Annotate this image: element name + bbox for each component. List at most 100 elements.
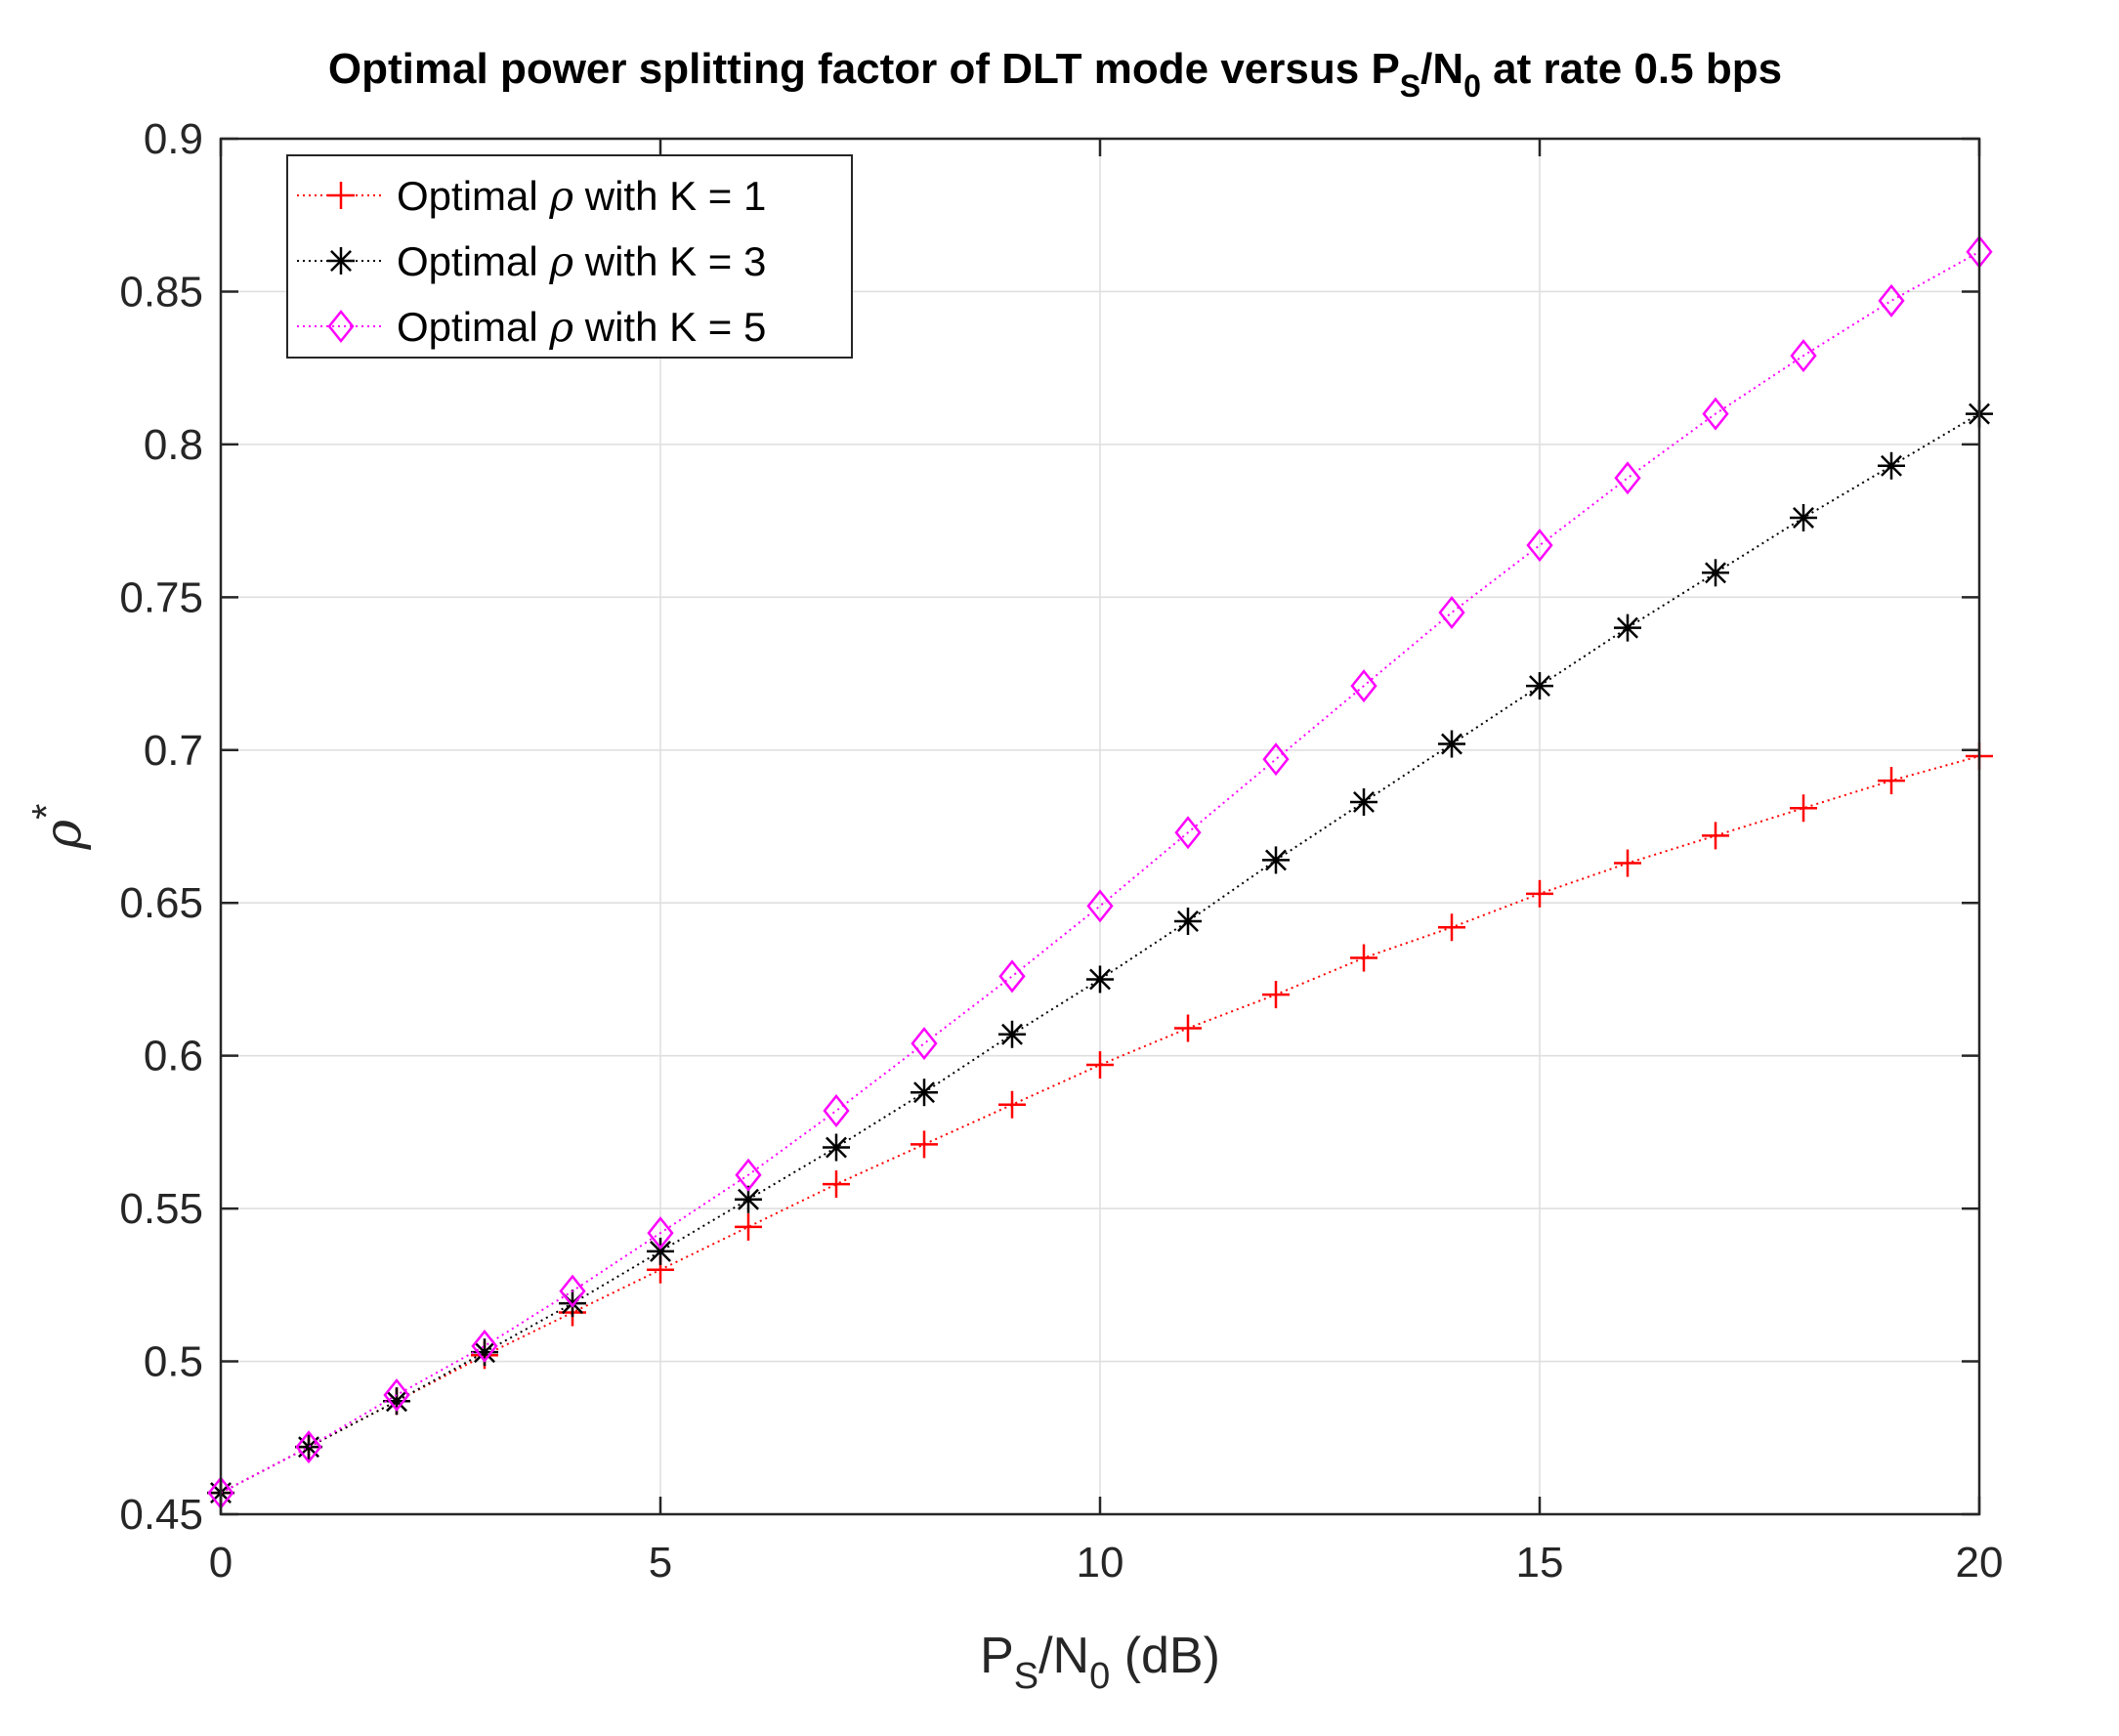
- xlabel-sub1: S: [1014, 1656, 1038, 1697]
- xlabel-suffix: (dB): [1110, 1628, 1220, 1684]
- x-tick-label: 15: [1516, 1539, 1564, 1587]
- data-point: [823, 1133, 850, 1162]
- y-tick-label: 0.85: [119, 268, 203, 316]
- data-point: [383, 1377, 410, 1412]
- legend-label: Optimal ρ with K = 5: [397, 303, 766, 351]
- title-sub1: S: [1400, 68, 1420, 104]
- y-tick-label: 0.45: [119, 1491, 203, 1539]
- axis-ticks: [219, 137, 1981, 1516]
- ylabel-symbol: ρ: [34, 819, 93, 850]
- x-tick-labels: 0 5 10 15 20: [209, 1539, 2004, 1587]
- xlabel-main: P: [980, 1628, 1014, 1684]
- data-point: [1614, 614, 1641, 642]
- data-point: [471, 1329, 498, 1363]
- series-layer: [207, 234, 1993, 1510]
- x-tick-label: 10: [1077, 1539, 1124, 1587]
- legend-label: Optimal ρ with K = 1: [397, 172, 766, 220]
- legend-suffix: with K = 1: [573, 173, 766, 219]
- x-tick-label: 20: [1956, 1539, 2004, 1587]
- data-point: [1438, 730, 1465, 758]
- data-point: [1526, 879, 1553, 908]
- chart-title: Optimal power splitting factor of DLT mo…: [328, 45, 1782, 104]
- data-point: [1086, 889, 1114, 923]
- y-tick-label: 0.75: [119, 573, 203, 621]
- series-line: [220, 755, 1980, 1494]
- title-suffix: at rate 0.5 bps: [1481, 45, 1782, 93]
- data-point: [911, 1079, 938, 1107]
- data-point: [1614, 461, 1641, 495]
- data-point: [998, 959, 1026, 994]
- data-point: [735, 1212, 762, 1241]
- legend-symbol: ρ: [548, 303, 573, 351]
- data-point: [1614, 849, 1641, 877]
- y-tick-label: 0.65: [119, 879, 203, 927]
- data-point: [295, 1433, 322, 1461]
- data-point: [1174, 907, 1202, 935]
- legend-prefix: Optimal: [397, 304, 549, 350]
- data-point: [1702, 822, 1729, 850]
- data-point: [1790, 339, 1817, 373]
- data-point: [1878, 283, 1905, 318]
- data-point: [1086, 1051, 1114, 1080]
- y-tick-label: 0.55: [119, 1185, 203, 1233]
- xlabel-sub2: 0: [1089, 1656, 1110, 1697]
- series-k5: [207, 234, 1993, 1510]
- title-sub2: 0: [1463, 68, 1481, 104]
- y-axis-label: ρ*: [23, 804, 93, 851]
- data-point: [1526, 672, 1553, 700]
- legend-label: Optimal ρ with K = 3: [397, 237, 766, 285]
- data-point: [911, 1027, 938, 1061]
- legend-prefix: Optimal: [397, 238, 549, 284]
- x-tick-label: 5: [649, 1539, 672, 1587]
- legend-symbol: ρ: [548, 172, 573, 220]
- legend-prefix: Optimal: [397, 173, 549, 219]
- data-point: [823, 1093, 850, 1127]
- data-point: [911, 1130, 938, 1159]
- data-point: [1790, 503, 1817, 531]
- data-point: [383, 1387, 410, 1416]
- y-tick-label: 0.5: [144, 1338, 203, 1386]
- title-prefix: Optimal power splitting factor of DLT mo…: [328, 45, 1400, 93]
- data-point: [1878, 767, 1905, 795]
- data-point: [1350, 944, 1377, 972]
- y-tick-label: 0.8: [144, 421, 203, 469]
- data-point: [1350, 669, 1377, 703]
- y-tick-label: 0.9: [144, 115, 203, 163]
- y-tick-label: 0.7: [144, 727, 203, 775]
- y-tick-label: 0.6: [144, 1033, 203, 1080]
- data-point: [1262, 981, 1290, 1009]
- data-point: [1262, 742, 1290, 777]
- data-point: [1438, 913, 1465, 942]
- data-point: [1086, 965, 1114, 994]
- data-point: [998, 1090, 1026, 1119]
- legend-marker: [327, 247, 355, 275]
- x-axis-label: PS/N0 (dB): [980, 1628, 1220, 1697]
- data-point: [1438, 595, 1465, 629]
- title-mid: /N: [1420, 45, 1463, 93]
- xlabel-mid: /N: [1038, 1628, 1089, 1684]
- legend-suffix: with K = 5: [573, 304, 766, 350]
- ylabel-sup: *: [23, 804, 69, 820]
- data-point: [647, 1237, 674, 1265]
- legend-suffix: with K = 3: [573, 238, 766, 284]
- legend-entry: Optimal ρ with K = 1: [297, 172, 766, 220]
- data-point: [1174, 1014, 1202, 1042]
- legend-entry: Optimal ρ with K = 3: [297, 237, 766, 285]
- data-point: [1702, 397, 1729, 431]
- data-point: [735, 1158, 762, 1192]
- data-point: [823, 1170, 850, 1199]
- data-point: [735, 1185, 762, 1213]
- legend-entry: Optimal ρ with K = 5: [297, 303, 766, 351]
- data-point: [1262, 846, 1290, 874]
- data-point: [1350, 787, 1377, 816]
- data-point: [1790, 794, 1817, 823]
- x-tick-label: 0: [209, 1539, 233, 1587]
- y-tick-labels: 0.45 0.5 0.55 0.6 0.65 0.7 0.75 0.8 0.85 0.9: [119, 115, 203, 1539]
- data-point: [295, 1430, 322, 1464]
- data-point: [1526, 529, 1553, 563]
- data-point: [647, 1216, 674, 1250]
- data-point: [1878, 451, 1905, 480]
- data-point: [471, 1338, 498, 1367]
